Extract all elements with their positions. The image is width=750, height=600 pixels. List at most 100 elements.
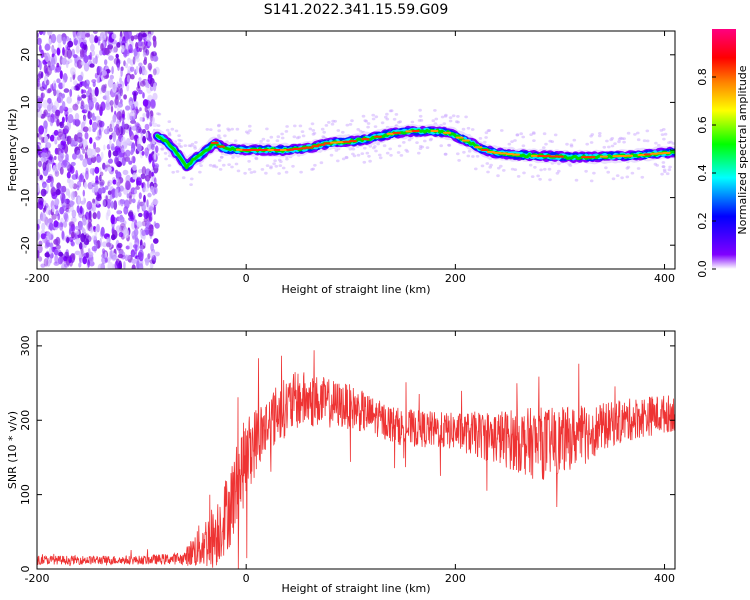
noise-speckle	[96, 104, 103, 111]
noise-speckle	[155, 145, 159, 154]
noise-speckle	[97, 119, 103, 128]
ridge-speckle	[592, 171, 596, 175]
ridge-speckle	[373, 125, 378, 128]
noise-speckle	[74, 112, 80, 121]
ridge-speckle	[417, 119, 422, 122]
ridge-speckle	[613, 142, 617, 146]
noise-speckle	[47, 104, 52, 112]
noise-speckle	[83, 115, 87, 125]
spectrogram-panel: -200 0 200 400 -20 -10 0 10 20 Height of straigh…	[6, 30, 676, 296]
noise-speckle	[147, 41, 152, 47]
ridge-speckle	[510, 167, 515, 171]
ridge-speckle	[467, 149, 472, 153]
noise-speckle	[137, 32, 143, 42]
ridge-speckle	[604, 166, 608, 170]
noise-speckle	[41, 222, 46, 231]
ridge-speckle	[645, 129, 650, 133]
noise-speckle	[43, 258, 49, 267]
noise-speckle	[124, 62, 129, 69]
noise-speckle	[120, 66, 124, 72]
noise-speckle	[117, 62, 120, 71]
noise-speckle	[151, 51, 157, 57]
ridge-speckle	[272, 162, 276, 166]
noise-speckle	[109, 100, 114, 106]
ridge-speckle	[415, 141, 419, 145]
y-tick-label: 100	[19, 484, 32, 505]
noise-speckle	[82, 256, 87, 265]
noise-speckle	[49, 134, 55, 142]
noise-speckle	[37, 184, 40, 193]
noise-speckle	[91, 115, 97, 121]
ridge-speckle	[378, 153, 382, 157]
ridge-speckle	[622, 140, 626, 144]
noise-speckle	[83, 62, 90, 72]
ridge-speckle	[361, 114, 366, 118]
colorbar-tick-label: 0.4	[696, 164, 709, 182]
noise-speckle	[89, 137, 93, 144]
ridge-speckle	[636, 131, 640, 135]
noise-speckle	[62, 133, 66, 142]
noise-speckle	[79, 50, 85, 58]
ridge-speckle	[470, 128, 475, 131]
ridge-speckle	[507, 142, 512, 146]
noise-speckle	[150, 243, 155, 252]
noise-speckle	[56, 34, 63, 44]
noise-speckle	[46, 259, 51, 267]
noise-speckle	[104, 257, 108, 263]
ridge-speckle	[396, 151, 401, 154]
ridge-speckle	[626, 131, 631, 135]
ridge-speckle	[278, 164, 283, 168]
noise-speckle	[123, 228, 130, 239]
noise-speckle	[47, 97, 52, 104]
ridge-speckle	[223, 134, 227, 138]
noise-speckle	[152, 198, 159, 205]
noise-speckle	[40, 201, 43, 206]
ridge-speckle	[167, 120, 172, 123]
noise-speckle	[82, 217, 87, 226]
ridge-speckle	[617, 140, 621, 144]
ridge-speckle	[264, 171, 268, 175]
ridge-speckle	[610, 137, 615, 140]
ridge-speckle	[194, 141, 198, 144]
noise-speckle	[136, 180, 142, 186]
noise-speckle	[85, 33, 91, 38]
noise-speckle	[73, 33, 77, 42]
ridge-speckle	[466, 154, 471, 158]
ridge-speckle	[663, 132, 668, 136]
ridge-speckle	[260, 168, 265, 171]
noise-speckle	[56, 136, 62, 141]
noise-speckle	[114, 188, 119, 199]
noise-speckle	[40, 152, 47, 158]
noise-speckle	[67, 40, 74, 48]
noise-speckle	[48, 222, 54, 231]
noise-speckle	[63, 88, 70, 93]
snr-y-label: SNR (10 * v/v)	[6, 411, 19, 489]
noise-speckle	[111, 254, 118, 260]
noise-speckle	[132, 109, 137, 120]
noise-speckle	[113, 57, 119, 65]
ridge-speckle	[249, 171, 254, 174]
noise-speckle	[51, 46, 55, 53]
noise-speckle	[50, 84, 53, 92]
ridge-speckle	[451, 114, 456, 118]
noise-speckle	[76, 205, 80, 214]
ridge-speckle	[247, 159, 251, 163]
ridge-speckle	[521, 135, 525, 139]
noise-speckle	[46, 231, 52, 242]
ridge-speckle	[457, 159, 461, 162]
noise-speckle	[72, 31, 76, 38]
noise-speckle	[133, 91, 137, 102]
noise-speckle	[115, 94, 119, 100]
noise-speckle	[152, 55, 159, 62]
noise-speckle	[68, 179, 75, 189]
noise-speckle	[63, 263, 70, 268]
noise-speckle	[132, 156, 136, 164]
noise-speckle	[70, 161, 76, 167]
ridge-speckle	[660, 172, 664, 176]
ridge-speckle	[418, 145, 423, 148]
noise-speckle	[94, 35, 99, 43]
ridge-speckle	[516, 175, 521, 178]
noise-speckle	[113, 125, 118, 133]
